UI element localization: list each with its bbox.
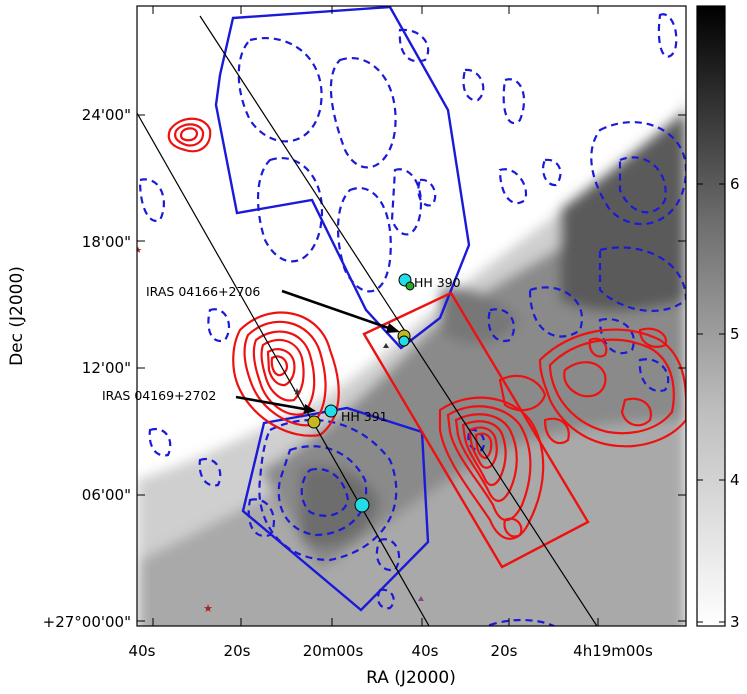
marker-cyan-hh391 (324, 404, 338, 418)
marker-cyan-iras1 (398, 335, 410, 347)
y-tick-label: 18'00" (82, 233, 131, 251)
plot-area: ★ ★ ★ IRAS 04166+2706 IRAS 04169+2702 HH… (7, 5, 687, 688)
arrow-iras1 (281, 289, 398, 333)
marker-green (405, 281, 415, 291)
colorbar: 3 4 5 6 (696, 5, 740, 631)
marker-cyan-south (354, 497, 370, 513)
markers: ★ ★ ★ (134, 246, 424, 615)
x-tick-label: 4h19m00s (573, 642, 653, 660)
label-iras-04169: IRAS 04169+2702 (102, 388, 216, 403)
marker-star-3: ★ (293, 387, 302, 398)
cut-line-2 (137, 112, 430, 626)
plot-frame (136, 5, 687, 627)
blue-contours (138, 13, 686, 626)
x-tick-label: 40s (129, 642, 156, 660)
marker-star-1: ★ (203, 602, 213, 615)
blue-region-north (214, 6, 471, 350)
x-tick-label: 20m00s (303, 642, 364, 660)
overlays: ★ ★ ★ (134, 6, 686, 626)
red-outflow-box (362, 291, 590, 569)
marker-triangle-1 (383, 343, 389, 348)
y-tick-label: 24'00" (82, 106, 131, 124)
y-tick-label: 12'00" (82, 359, 131, 377)
label-iras-04166: IRAS 04166+2706 (146, 284, 260, 299)
x-tick-label: 40s (412, 642, 439, 660)
y-tick-label: 06'00" (82, 486, 131, 504)
label-hh390: HH 390 (414, 275, 461, 290)
colorbar-tick-label: 3 (730, 613, 740, 631)
arrow-iras2-head (304, 404, 316, 414)
arrow-iras1-head (386, 323, 400, 333)
colorbar-ticks (697, 183, 725, 623)
grayscale-image (137, 90, 686, 626)
x-tick-label: 20s (224, 642, 251, 660)
x-tick-label: 20s (491, 642, 518, 660)
marker-triangle-2 (418, 596, 424, 601)
colorbar-tick-label: 4 (730, 471, 740, 489)
marker-star-2: ★ (134, 246, 142, 256)
x-axis-label: RA (J2000) (366, 668, 456, 688)
label-hh391: HH 391 (341, 409, 388, 424)
y-tick-label: +27°00'00" (43, 613, 131, 631)
axis-ticks (137, 6, 686, 626)
y-axis-label: Dec (J2000) (7, 266, 27, 366)
colorbar-tick-label: 6 (730, 175, 740, 193)
marker-olive-iras2 (307, 415, 321, 429)
blue-region-south (241, 406, 430, 612)
arrow-iras2 (235, 395, 311, 412)
colorbar-gradient (696, 5, 726, 627)
colorbar-tick-label: 5 (730, 325, 740, 343)
cut-line-1 (199, 15, 598, 626)
